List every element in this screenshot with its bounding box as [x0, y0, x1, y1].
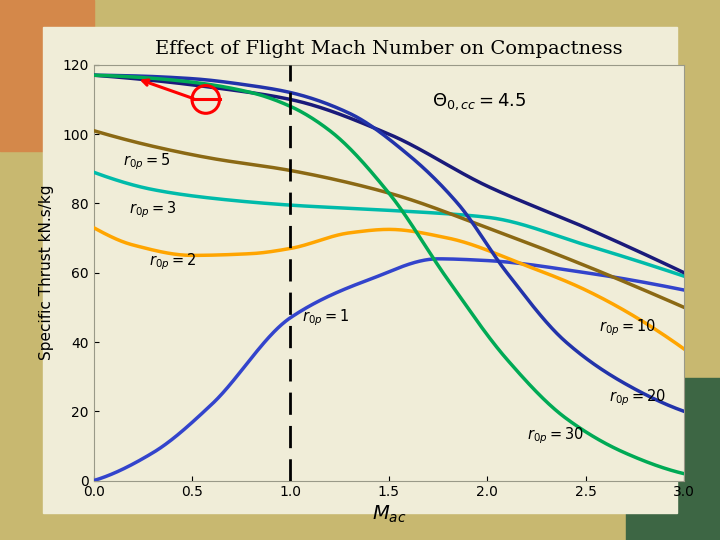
Text: $r_{0p}=2$: $r_{0p}=2$ — [149, 252, 196, 273]
Bar — [626, 378, 720, 540]
Text: $r_{0p}=20$: $r_{0p}=20$ — [609, 387, 666, 408]
Y-axis label: Specific Thrust kN.s/kg: Specific Thrust kN.s/kg — [39, 185, 54, 361]
Text: $r_{0p}=5$: $r_{0p}=5$ — [123, 151, 171, 172]
Bar — [0, 0, 94, 151]
X-axis label: $M_{ac}$: $M_{ac}$ — [372, 504, 406, 525]
Title: Effect of Flight Mach Number on Compactness: Effect of Flight Mach Number on Compactn… — [155, 39, 623, 58]
Text: $r_{0p}=1$: $r_{0p}=1$ — [302, 307, 349, 328]
Text: $r_{0p}=30$: $r_{0p}=30$ — [526, 425, 584, 446]
Bar — [43, 27, 677, 513]
Text: $r_{0p}=10$: $r_{0p}=10$ — [599, 318, 657, 338]
Text: $\Theta_{0,cc}=4.5$: $\Theta_{0,cc}=4.5$ — [432, 92, 526, 112]
Text: $r_{0p}=3$: $r_{0p}=3$ — [129, 200, 176, 220]
